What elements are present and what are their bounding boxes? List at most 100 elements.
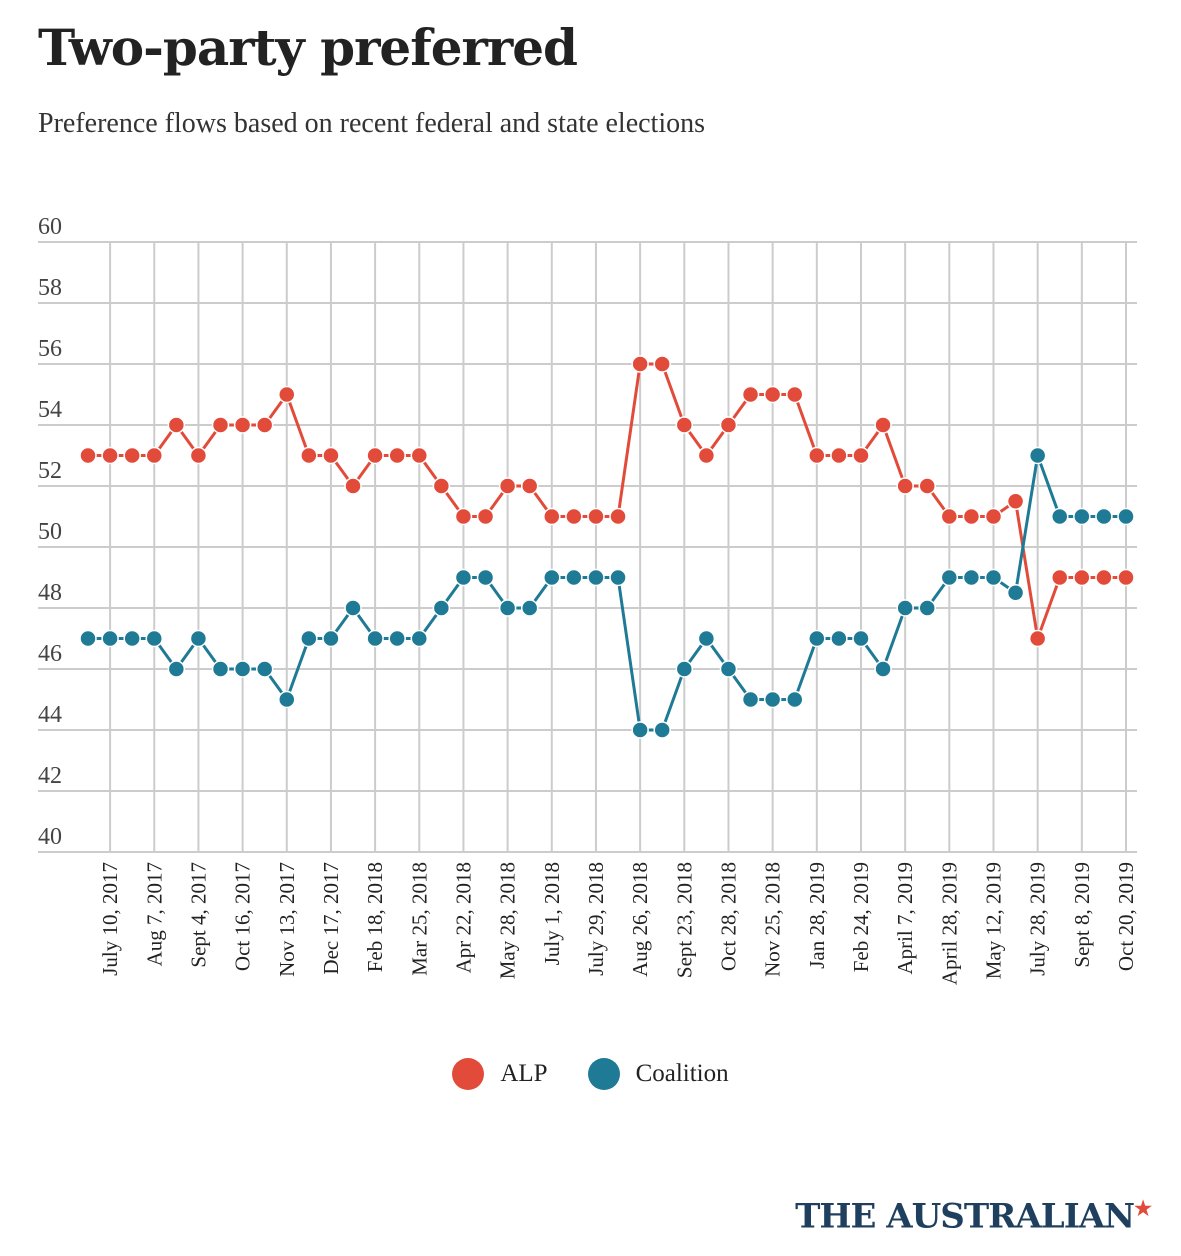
data-point-alp (1095, 568, 1113, 587)
legend-item-alp: ALP (452, 1058, 548, 1090)
data-point-coalition (211, 660, 230, 678)
data-point-coalition (565, 568, 583, 587)
series-alp (79, 355, 1135, 648)
data-point-alp (653, 355, 671, 373)
data-point-alp (896, 477, 914, 495)
data-point-coalition (123, 629, 141, 648)
y-tick-label: 44 (38, 702, 62, 728)
poll-chart: 40 42 44 46 48 50 52 54 56 58 60 July 10, 2017 Aug … (38, 214, 1138, 985)
x-tick-label: July 29, 2018 (584, 862, 608, 976)
data-point-alp (1006, 492, 1025, 510)
data-point-coalition (255, 660, 274, 678)
data-point-coalition (719, 660, 738, 678)
data-point-coalition (653, 721, 671, 739)
data-point-coalition (830, 629, 848, 648)
y-tick-label: 60 (38, 214, 62, 240)
data-point-coalition (498, 599, 517, 617)
data-point-coalition (278, 690, 296, 709)
data-point-alp (211, 416, 230, 434)
brand-mark-icon: ★ (1134, 1196, 1152, 1220)
y-axis: 40 42 44 46 48 50 52 54 56 58 60 (38, 214, 62, 850)
data-point-coalition (79, 629, 97, 648)
x-tick-label: Mar 25, 2018 (407, 862, 431, 976)
data-point-alp (322, 446, 340, 465)
data-point-alp (410, 446, 429, 465)
data-point-coalition (366, 629, 384, 648)
data-point-coalition (1117, 507, 1135, 526)
data-point-coalition (697, 629, 716, 648)
x-tick-label: Apr 22, 2018 (451, 862, 475, 973)
data-point-coalition (476, 568, 495, 587)
data-point-alp (255, 416, 274, 434)
data-point-alp (697, 446, 716, 465)
data-point-alp (852, 446, 870, 465)
legend-item-coalition: Coalition (587, 1058, 729, 1090)
legend: ALP Coalition (0, 1058, 1181, 1090)
y-tick-label: 46 (38, 641, 62, 667)
data-point-coalition (741, 690, 760, 709)
x-tick-label: Feb 18, 2018 (363, 862, 387, 972)
data-point-alp (984, 507, 1003, 526)
data-point-coalition (1095, 507, 1113, 526)
x-tick-label: Nov 13, 2017 (275, 862, 299, 977)
data-point-coalition (388, 629, 406, 648)
data-point-alp (300, 446, 318, 465)
series-coalition (79, 446, 1135, 739)
data-point-coalition (101, 629, 119, 648)
data-point-alp (520, 477, 539, 495)
x-tick-label: May 12, 2019 (981, 862, 1005, 979)
data-point-coalition (874, 660, 892, 678)
data-point-coalition (189, 629, 208, 648)
data-point-alp (763, 385, 782, 404)
data-point-coalition (918, 599, 936, 617)
data-point-alp (476, 507, 495, 526)
data-point-coalition (587, 568, 605, 587)
data-point-alp (719, 416, 738, 434)
data-point-alp (609, 507, 627, 526)
x-tick-label: Oct 20, 2019 (1114, 862, 1138, 971)
x-tick-label: Nov 25, 2018 (761, 862, 785, 977)
y-tick-label: 48 (38, 580, 62, 606)
data-point-alp (278, 385, 296, 404)
series-line-coalition (88, 454, 1126, 732)
x-tick-label: Aug 7, 2017 (142, 862, 166, 966)
x-tick-label: Jan 28, 2019 (805, 862, 829, 969)
data-point-coalition (940, 568, 959, 587)
data-point-alp (498, 477, 517, 495)
x-tick-label: April 28, 2019 (937, 862, 961, 985)
data-point-alp (741, 385, 760, 404)
y-tick-label: 40 (38, 824, 62, 850)
x-tick-label: April 7, 2019 (893, 862, 917, 975)
data-point-alp (631, 355, 649, 373)
legend-swatch-coalition (587, 1058, 620, 1090)
x-tick-label: Oct 28, 2018 (716, 862, 740, 971)
data-point-coalition (1006, 584, 1025, 602)
data-point-coalition (785, 690, 804, 709)
data-point-coalition (322, 629, 340, 648)
series (79, 355, 1135, 739)
data-point-coalition (1028, 446, 1047, 465)
data-point-coalition (962, 568, 981, 587)
data-point-coalition (852, 629, 870, 648)
data-point-alp (123, 446, 141, 465)
legend-swatch-alp (452, 1058, 485, 1090)
data-point-alp (366, 446, 384, 465)
x-axis: July 10, 2017 Aug 7, 2017 Sept 4, 2017 Oct … (98, 862, 1138, 985)
data-point-alp (145, 446, 164, 465)
legend-label-alp: ALP (500, 1060, 548, 1087)
data-point-coalition (763, 690, 782, 709)
chart-title: Two-party preferred (38, 18, 578, 77)
data-point-alp (1028, 629, 1047, 648)
data-point-alp (874, 416, 892, 434)
x-tick-label: May 28, 2018 (496, 862, 520, 979)
y-tick-label: 50 (38, 519, 62, 545)
data-point-alp (785, 385, 804, 404)
data-point-alp (808, 446, 826, 465)
x-tick-label: July 1, 2018 (540, 862, 564, 965)
y-tick-label: 58 (38, 275, 62, 301)
y-tick-label: 42 (38, 763, 62, 789)
data-point-coalition (543, 568, 561, 587)
data-point-coalition (609, 568, 627, 587)
data-point-coalition (984, 568, 1003, 587)
data-point-alp (1073, 568, 1091, 587)
